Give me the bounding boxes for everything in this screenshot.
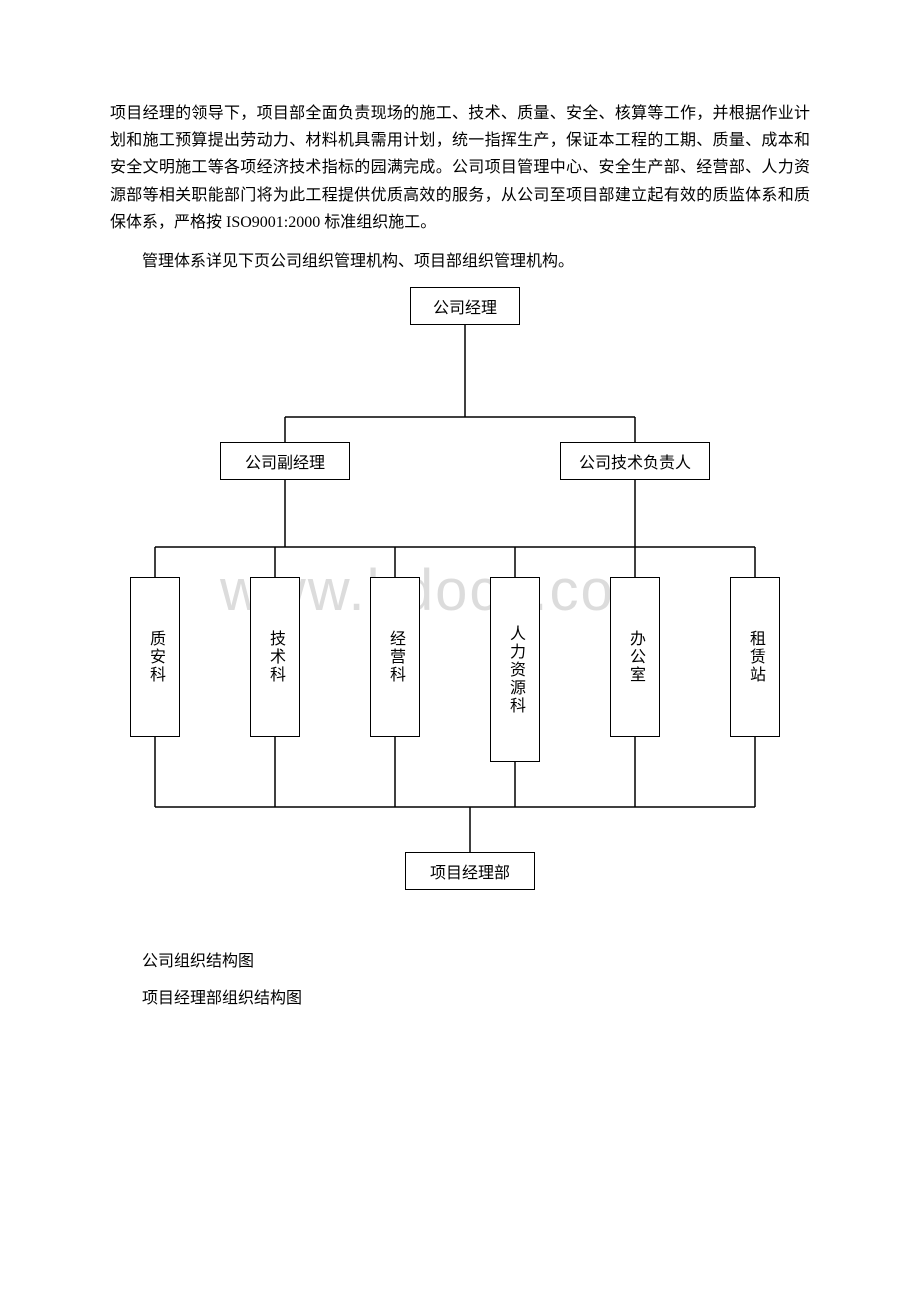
paragraph-main: 项目经理的领导下，项目部全面负责现场的施工、技术、质量、安全、核算等工作，并根据… <box>110 100 810 236</box>
node-dept-quality: 质安科 <box>130 577 180 737</box>
node-dept-business: 经营科 <box>370 577 420 737</box>
node-dept-office: 办公室 <box>610 577 660 737</box>
node-project-dept: 项目经理部 <box>405 852 535 890</box>
caption-company-chart: 公司组织结构图 <box>110 947 810 977</box>
caption-project-chart: 项目经理部组织结构图 <box>110 984 810 1014</box>
node-root: 公司经理 <box>410 287 520 325</box>
node-dept-technical: 技术科 <box>250 577 300 737</box>
paragraph-note: 管理体系详见下页公司组织管理机构、项目部组织管理机构。 <box>110 248 810 275</box>
org-chart: www.bdocx.com <box>110 287 810 927</box>
node-vice-manager: 公司副经理 <box>220 442 350 480</box>
node-dept-hr: 人力资源科 <box>490 577 540 762</box>
node-tech-lead: 公司技术负责人 <box>560 442 710 480</box>
node-dept-rental: 租赁站 <box>730 577 780 737</box>
org-chart-connectors <box>110 287 810 927</box>
